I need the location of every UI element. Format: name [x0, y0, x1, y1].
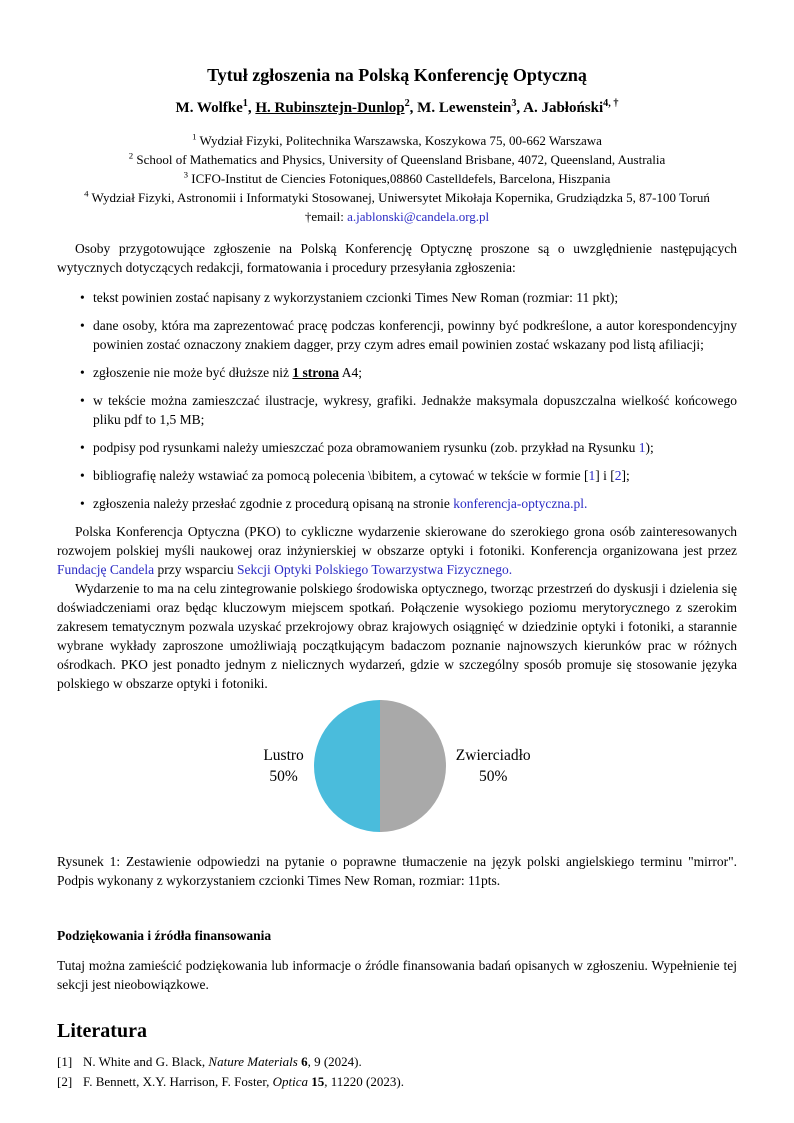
- hyperlink[interactable]: Fundację Candela: [57, 562, 155, 577]
- pie-chart-graphic: [313, 700, 446, 832]
- hyperlink[interactable]: Sekcji Optyki Polskiego Towarzystwa Fizy…: [236, 562, 513, 577]
- reference-text: N. White and G. Black, Nature Materials …: [83, 1054, 362, 1069]
- intro-paragraph: Osoby przygotowujące zgłoszenie na Polsk…: [57, 241, 737, 275]
- pie-label-right: Zwierciadło 50%: [456, 745, 531, 787]
- author-line: M. Wolfke1, H. Rubinsztejn-Dunlop2, M. L…: [175, 98, 619, 116]
- figure-caption: Rysunek 1: Zestawienie odpowiedzi na pyt…: [57, 854, 737, 888]
- pie-slice-name: Lustro: [263, 747, 304, 764]
- reference-label: [1]: [57, 1054, 73, 1069]
- pie-slice-name: Zwierciadło: [455, 747, 531, 764]
- affiliations-block: 1 Wydział Fizyki, Politechnika Warszawsk…: [57, 131, 737, 226]
- guidelines-list: tekst powinien zostać napisany z wykorzy…: [57, 288, 737, 513]
- hyperlink[interactable]: 2: [614, 468, 622, 483]
- reference-label: [2]: [57, 1073, 73, 1089]
- hyperlink[interactable]: konferencja-optyczna.pl.: [453, 496, 588, 511]
- literature-heading: Literatura: [57, 1020, 147, 1042]
- page-title: Tytuł zgłoszenia na Polską Konferencję O…: [207, 65, 587, 85]
- hyperlink[interactable]: 1: [638, 440, 646, 455]
- affiliation-4: 4 Wydział Fizyki, Astronomii i Informaty…: [84, 188, 710, 205]
- guideline-item-font: tekst powinien zostać napisany z wykorzy…: [80, 288, 737, 307]
- acknowledgements-text: Tutaj można zamieścić podziękowania lub …: [57, 958, 737, 992]
- pie-slice-percent: 50%: [269, 768, 298, 785]
- guideline-item-bibliography: bibliografię należy wstawiać za pomocą p…: [80, 466, 737, 485]
- reference-text: F. Bennett, X.Y. Harrison, F. Foster, Op…: [83, 1073, 404, 1089]
- pie-slice-lustro: [313, 700, 380, 832]
- acknowledgements-heading: Podziękowania i źródła finansowania: [57, 928, 272, 943]
- corresponding-email: †email: a.jablonski@candela.org.pl: [304, 209, 490, 224]
- affiliation-1: 1 Wydział Fizyki, Politechnika Warszawsk…: [192, 131, 602, 148]
- guideline-item-captions: podpisy pod rysunkami należy umieszczać …: [80, 438, 737, 457]
- guideline-item-graphics: w tekście można zamieszczać ilustracje, …: [80, 391, 737, 429]
- pko-description-paragraph: Polska Konferencja Optyczna (PKO) to cyk…: [57, 524, 737, 577]
- reference-1: [1] N. White and G. Black, Nature Materi…: [57, 1052, 737, 1072]
- pie-slice-percent: 50%: [479, 768, 508, 785]
- pie-slice-zwierciadlo: [379, 700, 446, 832]
- hyperlink[interactable]: 1: [588, 468, 596, 483]
- hyperlink[interactable]: a.jablonski@candela.org.pl: [347, 209, 490, 224]
- guideline-item-submission: zgłoszenia należy przesłać zgodnie z pro…: [80, 494, 737, 513]
- figure-1: Lustro 50% Zwierciadło 50% Rysunek 1: Ze…: [57, 699, 737, 890]
- pie-label-left: Lustro 50%: [263, 745, 303, 787]
- reference-2: [2] F. Bennett, X.Y. Harrison, F. Foster…: [57, 1072, 737, 1092]
- affiliation-2: 2 School of Mathematics and Physics, Uni…: [128, 150, 666, 167]
- affiliation-3: 3 ICFO-Institut de Ciencies Fotoniques,0…: [183, 169, 611, 186]
- guideline-item-length: zgłoszenie nie może być dłuższe niż 1 st…: [80, 363, 737, 382]
- guideline-item-presenter: dane osoby, która ma zaprezentować pracę…: [80, 316, 737, 354]
- pie-chart: Lustro 50% Zwierciadło 50%: [57, 699, 737, 833]
- pko-goals-paragraph: Wydarzenie to ma na celu zintegrowanie p…: [57, 581, 737, 691]
